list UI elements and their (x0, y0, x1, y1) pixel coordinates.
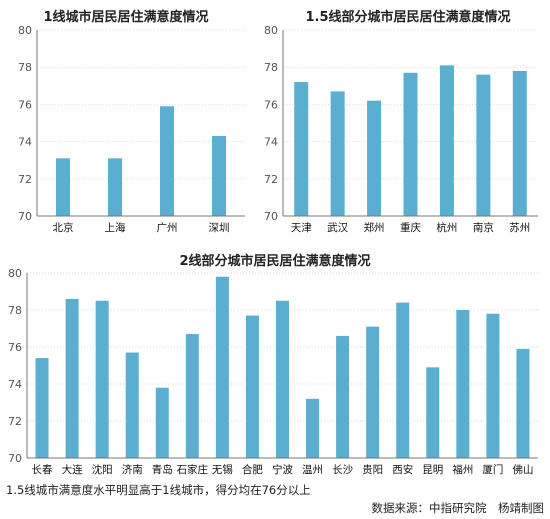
x-tick-label: 合肥 (242, 463, 263, 476)
chart-tier1: 1线城市居民居住满意度情况 70 72 74 76 78 80 北京 上海 广州 深圳 (18, 9, 245, 234)
x-tick-label: 石家庄 (177, 463, 209, 476)
x-tick-label: 厦门 (482, 463, 503, 476)
bar (330, 91, 345, 216)
bar (294, 82, 309, 216)
x-tick-label: 南京 (473, 221, 494, 234)
y-tick-label: 70 (18, 210, 32, 223)
bar (160, 106, 174, 216)
bar (516, 348, 530, 458)
x-tick-label: 长春 (32, 464, 53, 476)
bar (476, 74, 491, 216)
footer-source: 数据来源：中指研究院 杨靖制图 (372, 501, 545, 515)
y-tick-label: 78 (8, 304, 22, 317)
y-tick-label: 78 (264, 61, 278, 74)
y-tick-label: 70 (8, 452, 22, 465)
x-tick-label: 青岛 (152, 463, 173, 476)
x-tick-label: 上海 (105, 221, 126, 234)
y-tick-label: 74 (18, 136, 32, 149)
y-tick-label: 76 (18, 98, 32, 111)
x-tick-label: 苏州 (509, 221, 530, 234)
bar (439, 65, 454, 216)
x-tick-label: 广州 (157, 222, 178, 234)
x-tick-label: 武汉 (327, 221, 348, 234)
bar (512, 70, 527, 216)
bar (215, 276, 229, 458)
y-tick-label: 80 (18, 24, 32, 37)
x-tick-label: 西安 (392, 463, 413, 476)
y-tick-label: 70 (264, 210, 278, 223)
x-tick-label: 沈阳 (92, 463, 113, 476)
chart-tier1-5: 1.5线部分城市居民居住满意度情况 70 72 74 76 78 80 天津 武汉 郑州 重庆 杭州… (264, 9, 538, 234)
x-tick-label: 大连 (62, 463, 83, 476)
x-tick-label: 天津 (291, 222, 312, 234)
x-tick-label: 昆明 (422, 464, 443, 476)
bar (185, 334, 199, 458)
x-tick-label: 北京 (53, 221, 74, 234)
bar (367, 100, 382, 216)
bar (245, 315, 259, 458)
x-tick-label: 济南 (122, 463, 143, 476)
y-tick-label: 72 (264, 173, 278, 186)
y-tick-label: 74 (8, 378, 22, 391)
bar (65, 298, 79, 458)
y-tick-label: 74 (264, 136, 278, 149)
bar (456, 310, 470, 458)
bar (95, 300, 109, 458)
y-tick-label: 78 (18, 61, 32, 74)
x-tick-label: 深圳 (209, 222, 230, 234)
bar (426, 367, 440, 458)
bar (396, 302, 410, 458)
bar (125, 352, 139, 458)
x-tick-label: 重庆 (400, 221, 421, 234)
chart-title: 2线部分城市居民居住满意度情况 (179, 253, 370, 269)
x-tick-label: 无锡 (212, 463, 233, 476)
x-tick-label: 宁波 (272, 463, 293, 476)
bar (306, 398, 320, 458)
chart-title: 1线城市居民居住满意度情况 (43, 9, 208, 25)
x-tick-label: 杭州 (436, 221, 457, 234)
y-tick-label: 72 (18, 173, 32, 186)
y-tick-label: 76 (264, 98, 278, 111)
y-tick-label: 80 (264, 24, 278, 37)
bar (276, 300, 289, 458)
bar (155, 387, 169, 458)
bar (35, 358, 49, 458)
chart-title: 1.5线部分城市居民居住满意度情况 (305, 9, 510, 25)
y-tick-label: 76 (8, 341, 22, 354)
x-tick-label: 郑州 (364, 221, 385, 234)
x-tick-label: 福州 (452, 463, 473, 476)
x-tick-label: 佛山 (512, 463, 533, 476)
y-tick-label: 80 (8, 267, 22, 280)
bar (366, 326, 380, 458)
bar (486, 313, 500, 458)
x-tick-label: 贵阳 (362, 463, 383, 476)
y-tick-label: 72 (8, 415, 22, 428)
bar (336, 335, 350, 458)
bar (212, 136, 226, 216)
bar (403, 72, 418, 216)
footer-note: 1.5线城市满意度水平明显高于1线城市，得分均在76分以上 (6, 483, 311, 497)
bar (56, 158, 70, 216)
bar (108, 158, 122, 216)
x-tick-label: 温州 (302, 464, 323, 476)
x-tick-label: 长沙 (332, 464, 353, 476)
chart-tier2: 2线部分城市居民居住满意度情况 70 72 74 76 78 80 长春 大连 沈阳 济南 青岛 石家… (8, 253, 538, 476)
